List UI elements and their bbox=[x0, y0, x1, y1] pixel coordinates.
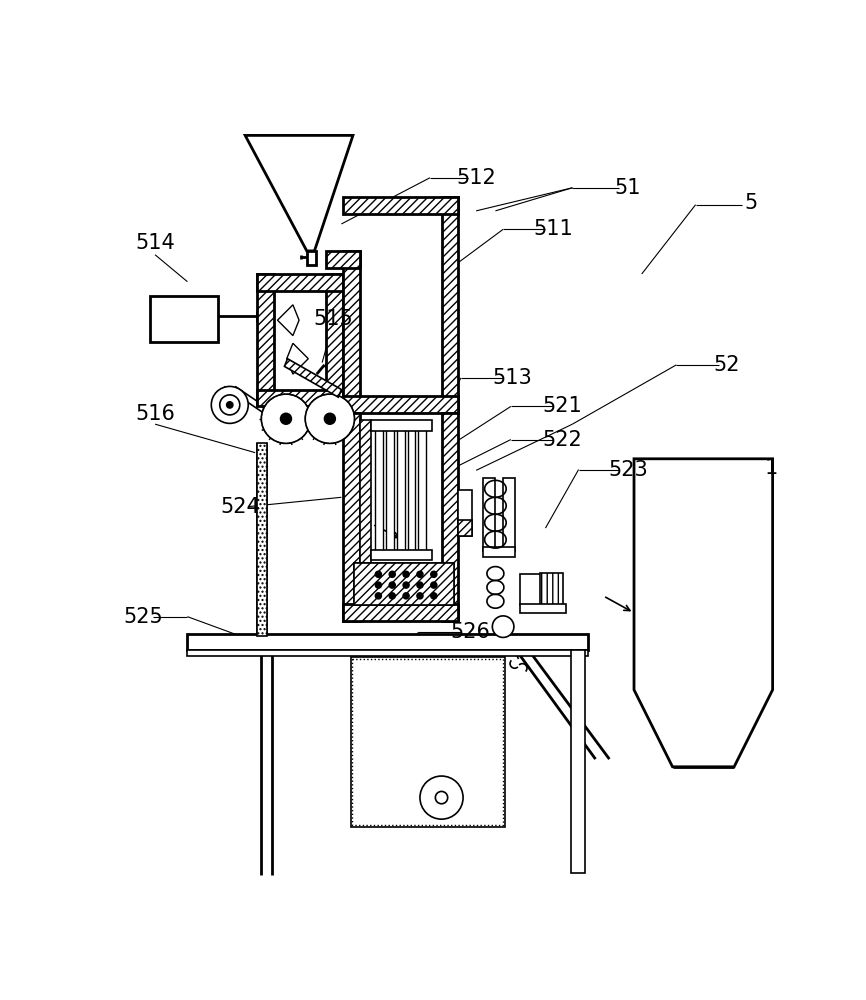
Bar bbox=[353, 563, 454, 605]
Text: 51: 51 bbox=[615, 178, 641, 198]
Circle shape bbox=[220, 395, 240, 415]
Text: 522: 522 bbox=[542, 430, 582, 450]
Bar bbox=[442, 197, 458, 413]
Bar bbox=[343, 251, 360, 408]
Bar bbox=[375, 428, 383, 551]
Circle shape bbox=[403, 571, 409, 577]
Circle shape bbox=[430, 582, 436, 588]
Text: 52: 52 bbox=[714, 355, 740, 375]
Text: 515: 515 bbox=[313, 309, 353, 329]
Bar bbox=[351, 657, 505, 827]
Polygon shape bbox=[287, 343, 308, 374]
Bar bbox=[256, 274, 274, 405]
Circle shape bbox=[389, 593, 395, 599]
Bar bbox=[458, 520, 472, 536]
Circle shape bbox=[211, 386, 249, 423]
Bar bbox=[503, 478, 515, 551]
Bar bbox=[352, 659, 503, 825]
Bar bbox=[418, 428, 426, 551]
Text: 521: 521 bbox=[542, 396, 582, 416]
Polygon shape bbox=[277, 305, 299, 336]
Bar bbox=[408, 428, 416, 551]
Bar bbox=[442, 413, 458, 620]
Circle shape bbox=[430, 593, 436, 599]
Circle shape bbox=[389, 571, 395, 577]
Bar bbox=[343, 197, 458, 214]
Text: 512: 512 bbox=[456, 168, 496, 188]
Text: 523: 523 bbox=[608, 460, 648, 480]
Bar bbox=[326, 274, 343, 405]
Circle shape bbox=[417, 582, 423, 588]
Text: 513: 513 bbox=[493, 368, 533, 388]
Bar bbox=[360, 420, 371, 597]
Circle shape bbox=[325, 413, 335, 424]
Circle shape bbox=[417, 593, 423, 599]
Bar bbox=[343, 604, 458, 620]
Bar bbox=[520, 574, 562, 605]
Text: 511: 511 bbox=[533, 219, 573, 239]
Circle shape bbox=[375, 593, 381, 599]
Bar bbox=[256, 274, 343, 291]
Text: 514: 514 bbox=[135, 233, 175, 253]
Circle shape bbox=[262, 394, 311, 443]
Polygon shape bbox=[245, 135, 353, 251]
Bar bbox=[307, 251, 316, 265]
Bar bbox=[343, 396, 458, 413]
Bar bbox=[571, 650, 585, 873]
Circle shape bbox=[375, 571, 381, 577]
Bar bbox=[483, 547, 515, 557]
Bar bbox=[386, 428, 394, 551]
Circle shape bbox=[375, 582, 381, 588]
Circle shape bbox=[281, 413, 291, 424]
Circle shape bbox=[403, 582, 409, 588]
Bar bbox=[187, 650, 588, 656]
Bar bbox=[343, 413, 360, 620]
Bar bbox=[151, 296, 218, 342]
Text: 5: 5 bbox=[745, 193, 758, 213]
Bar bbox=[458, 490, 472, 536]
Text: 526: 526 bbox=[450, 622, 490, 642]
Circle shape bbox=[403, 593, 409, 599]
Bar bbox=[371, 420, 432, 431]
Polygon shape bbox=[634, 459, 772, 767]
Bar bbox=[520, 604, 566, 613]
Circle shape bbox=[420, 776, 463, 819]
Text: 1: 1 bbox=[765, 458, 778, 478]
Circle shape bbox=[389, 582, 395, 588]
Bar bbox=[483, 478, 495, 551]
Circle shape bbox=[493, 616, 514, 637]
Bar bbox=[371, 550, 432, 560]
Circle shape bbox=[227, 402, 233, 408]
Text: 516: 516 bbox=[135, 404, 175, 424]
Bar bbox=[353, 563, 454, 605]
Circle shape bbox=[305, 394, 354, 443]
Circle shape bbox=[417, 571, 423, 577]
Polygon shape bbox=[284, 359, 341, 397]
Text: 524: 524 bbox=[220, 497, 260, 517]
Bar bbox=[187, 634, 588, 650]
Circle shape bbox=[430, 571, 436, 577]
Bar bbox=[256, 443, 268, 636]
Bar bbox=[326, 251, 360, 268]
Circle shape bbox=[436, 791, 448, 804]
Bar bbox=[256, 389, 343, 406]
Text: 525: 525 bbox=[123, 607, 163, 627]
Bar bbox=[397, 428, 404, 551]
Bar bbox=[540, 573, 563, 607]
